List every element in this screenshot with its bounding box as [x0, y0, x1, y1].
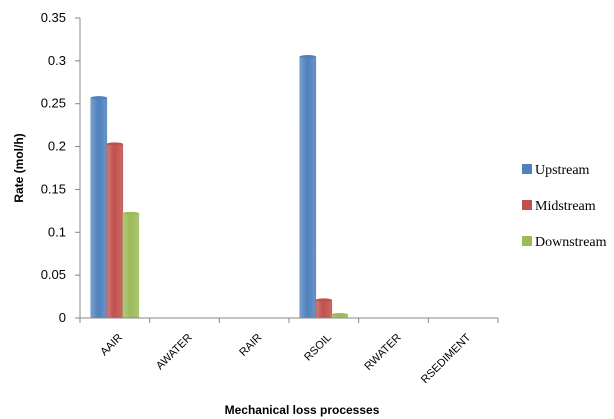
y-tick-label: 0.25	[41, 96, 66, 111]
bar-midstream-aair	[106, 143, 124, 319]
y-axis-title: Rate (mol/h)	[12, 133, 26, 202]
bar-cap	[122, 211, 139, 216]
x-category-label-rair: RAIR	[237, 332, 264, 359]
legend-label-upstream: Upstream	[535, 163, 590, 178]
y-tick-label: 0	[59, 310, 66, 325]
bar-cap	[315, 298, 332, 302]
legend-swatch-upstream	[522, 164, 532, 174]
y-tick-label: 0.3	[48, 53, 66, 68]
y-tick-label: 0.2	[48, 139, 66, 154]
bar-cap	[106, 142, 123, 146]
legend-label-downstream: Downstream	[535, 235, 607, 250]
legend: Upstream Midstream Downstream	[522, 163, 607, 250]
legend-label-midstream: Midstream	[535, 199, 596, 214]
y-tick-label: 0.15	[41, 181, 66, 196]
bars-layer	[90, 54, 349, 319]
x-category-label-awater: AWATER	[154, 332, 195, 373]
legend-swatch-downstream	[522, 236, 532, 246]
y-tick-label: 0.1	[48, 224, 66, 239]
x-axis-title: Mechanical loss processes	[225, 403, 380, 417]
x-category-labels: AAIR AWATER RAIR RSOIL RWATER RSEDIMENT	[79, 318, 499, 386]
bar-downstream-aair	[122, 213, 140, 319]
axes-layer	[79, 18, 498, 319]
x-category-label-rsediment: RSEDIMENT	[419, 331, 473, 385]
legend-swatch-midstream	[522, 200, 532, 210]
y-ticks: 0 0.05 0.1 0.15 0.2 0.25 0.3 0.35	[41, 10, 80, 325]
bar-cap	[299, 54, 316, 59]
bar-cap	[90, 96, 107, 100]
x-category-label-rsoil: RSOIL	[302, 332, 334, 364]
bar-upstream-rsoil	[299, 56, 317, 319]
x-category-label-aair: AAIR	[98, 332, 125, 359]
bar-cap	[331, 312, 348, 317]
bar-upstream-aair	[90, 97, 108, 319]
x-category-label-rwater: RWATER	[362, 332, 403, 373]
bar-midstream-rsoil	[315, 299, 333, 319]
y-tick-label: 0.05	[41, 267, 66, 282]
y-tick-label: 0.35	[41, 10, 66, 25]
